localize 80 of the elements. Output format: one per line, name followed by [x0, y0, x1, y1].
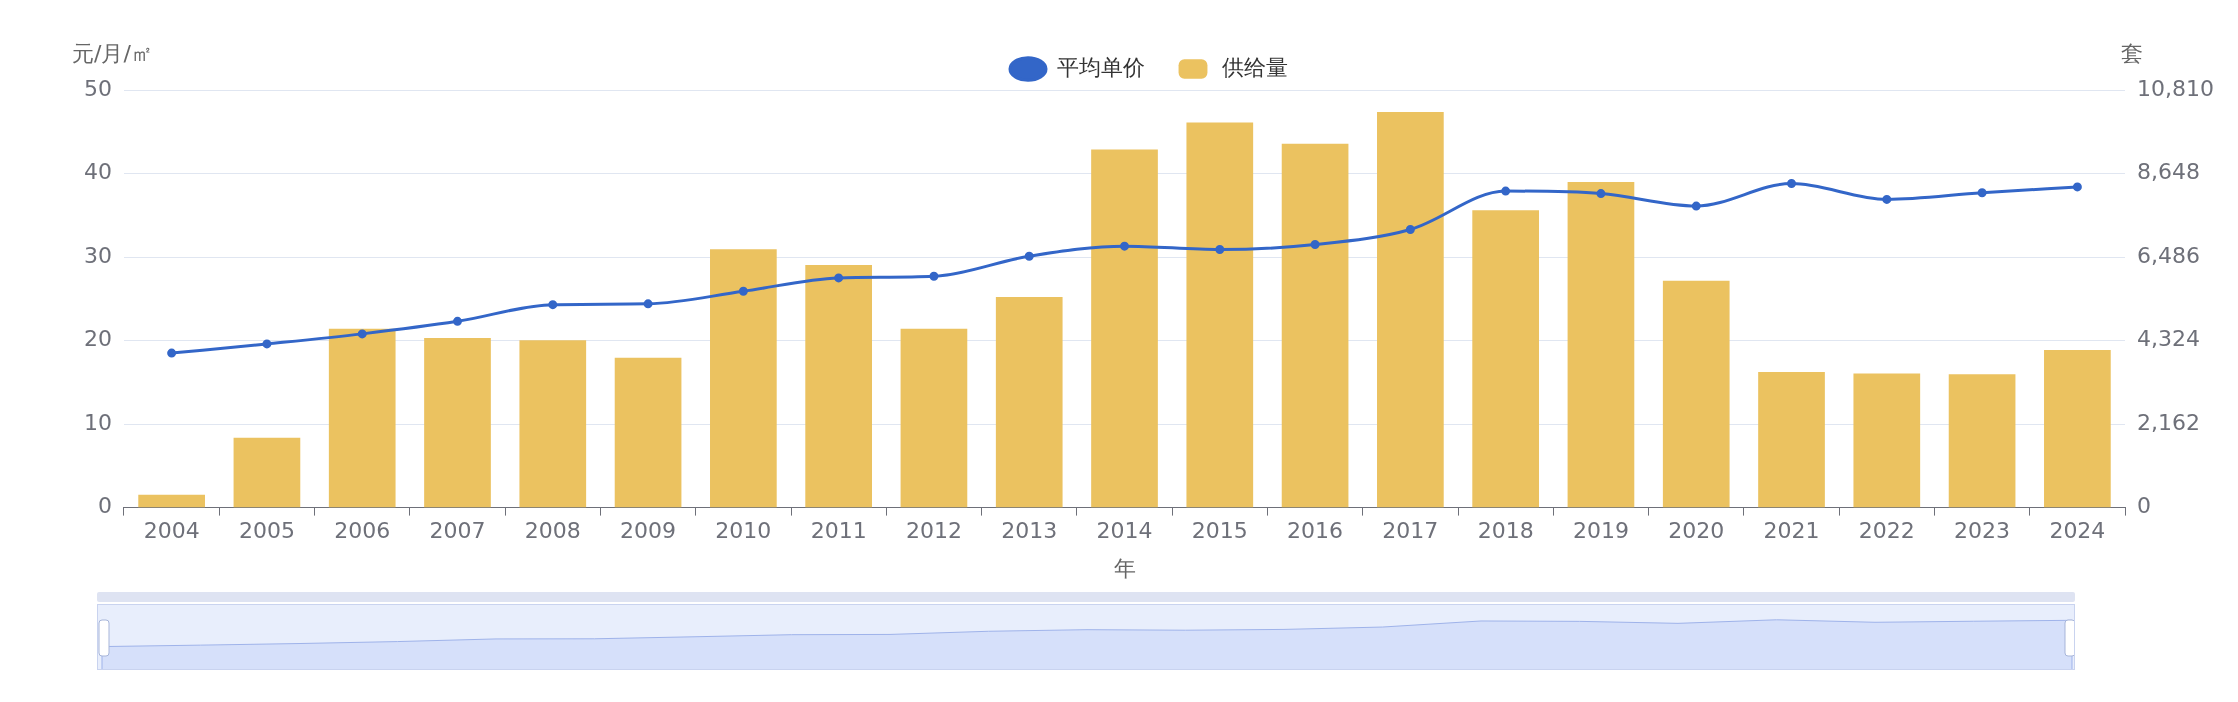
legend-label: 平均单价 — [1057, 54, 1145, 80]
bar — [900, 328, 968, 508]
y2-tick-label: 8,648 — [2137, 159, 2201, 185]
point — [167, 348, 177, 358]
bar — [1186, 122, 1254, 508]
bar — [805, 265, 872, 508]
y-tick-label: 0 — [97, 493, 112, 519]
x-tick-label: 2020 — [1668, 517, 1725, 543]
bar — [519, 340, 587, 508]
x-tick-label: 2016 — [1287, 517, 1344, 543]
y2-tick-label: 6,486 — [2137, 242, 2201, 268]
x-tick-label: 2008 — [524, 517, 581, 543]
y-axis-title: 元/月/㎡ — [71, 40, 153, 66]
y-tick-label: 20 — [83, 326, 112, 352]
x-tick-label: 2005 — [238, 517, 295, 543]
x-tick-label: 2011 — [810, 517, 867, 543]
x-tick-label: 2009 — [620, 517, 677, 543]
bar — [1091, 149, 1158, 508]
point — [738, 286, 748, 296]
point — [1501, 186, 1511, 196]
point — [1024, 251, 1034, 261]
bar — [1948, 374, 2016, 508]
x-tick-label: 2019 — [1572, 517, 1629, 543]
bar — [1377, 112, 1444, 508]
y2-axis-title: 套 — [2121, 40, 2144, 66]
x-tick-label: 2013 — [1001, 517, 1058, 543]
bar — [995, 297, 1063, 508]
x-tick-label: 2007 — [429, 517, 486, 543]
point — [834, 273, 844, 283]
x-tick-label: 2015 — [1191, 517, 1248, 543]
point — [643, 299, 653, 309]
point — [1596, 189, 1606, 199]
bar — [138, 494, 205, 508]
y-tick-label: 10 — [83, 409, 112, 435]
point — [2072, 182, 2082, 192]
point — [453, 316, 462, 326]
point — [548, 300, 558, 310]
bar — [614, 357, 682, 508]
y2-tick-label: 4,324 — [2137, 326, 2201, 352]
y2-tick-label: 2,162 — [2137, 409, 2201, 435]
point — [357, 329, 367, 339]
x-tick-label: 2012 — [905, 517, 962, 543]
point — [929, 271, 939, 281]
bar — [1853, 373, 1921, 508]
y-tick-label: 40 — [83, 159, 112, 185]
bar — [328, 328, 396, 508]
bar — [1758, 372, 1825, 508]
bar — [1567, 181, 1635, 508]
bar — [1472, 210, 1540, 508]
x-tick-label: 2024 — [2049, 517, 2106, 543]
bar — [710, 249, 777, 508]
x-tick-label: 2018 — [1477, 517, 1534, 543]
bar — [2044, 349, 2111, 508]
point — [1215, 245, 1225, 255]
point — [1405, 224, 1415, 234]
x-tick-label: 2017 — [1382, 517, 1439, 543]
y2-tick-label: 0 — [2137, 493, 2152, 519]
point — [1977, 188, 1987, 198]
point — [1691, 201, 1701, 211]
y-tick-label: 50 — [83, 75, 112, 101]
bar — [233, 437, 301, 508]
x-tick-label: 2014 — [1096, 517, 1153, 543]
bar — [1281, 143, 1349, 508]
x-tick-label: 2006 — [334, 517, 391, 543]
point — [1882, 194, 1892, 204]
x-tick-label: 2021 — [1763, 517, 1820, 543]
x-axis-title: 年 — [1113, 556, 1136, 582]
x-tick-label: 2004 — [143, 517, 200, 543]
x-tick-label: 2022 — [1858, 517, 1915, 543]
y2-tick-label: 10,810 — [2137, 75, 2215, 101]
y-tick-label: 30 — [83, 242, 112, 268]
bar — [1662, 280, 1730, 508]
point — [1310, 240, 1320, 250]
point — [262, 339, 272, 349]
point — [1120, 241, 1130, 251]
legend-label: 供给量 — [1222, 54, 1288, 80]
point — [1787, 179, 1797, 189]
x-tick-label: 2023 — [1954, 517, 2011, 543]
bar — [424, 338, 491, 508]
x-tick-label: 2010 — [715, 517, 772, 543]
